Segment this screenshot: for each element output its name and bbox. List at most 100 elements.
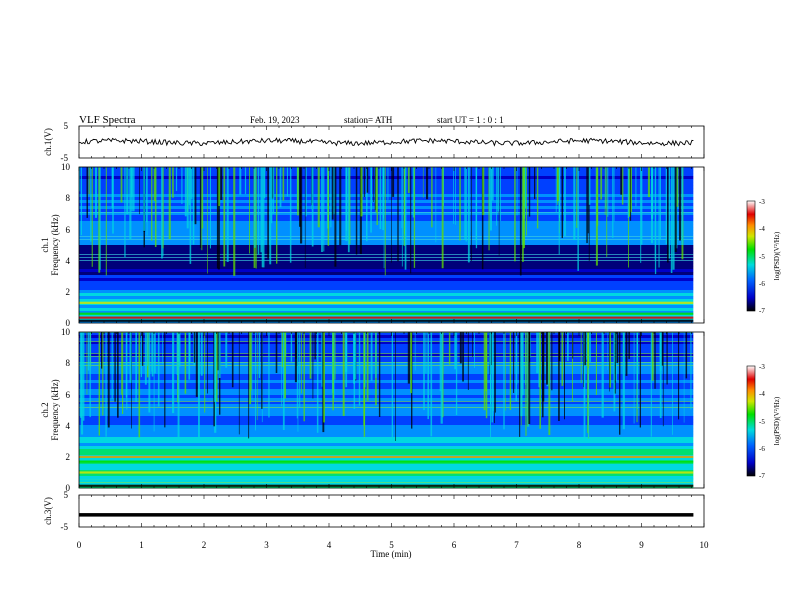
spectrogram-band — [79, 314, 694, 318]
spectrogram-band — [79, 287, 694, 291]
sferic-streak — [629, 167, 631, 217]
sferic-streak — [485, 332, 487, 392]
sferic-streak — [573, 167, 576, 241]
spectrogram-band — [79, 233, 694, 237]
sferic-streak — [489, 167, 490, 212]
sferic-streak — [105, 332, 107, 437]
sferic-streak — [609, 332, 610, 392]
spectrogram-line — [79, 260, 694, 261]
sferic-streak — [146, 167, 148, 236]
sferic-streak — [332, 332, 334, 411]
spectrogram-band — [79, 218, 694, 222]
sferic-streak — [651, 332, 654, 381]
sferic-streak — [572, 332, 573, 402]
sferic-streak — [494, 332, 495, 424]
sferic-streak — [666, 332, 668, 385]
ch2-colorbar-ticks: -3 -4 -5 -6 -7 — [759, 363, 765, 480]
sferic-streak — [659, 167, 661, 240]
spectrogram-band — [79, 248, 694, 252]
sferic-streak — [412, 167, 415, 218]
spectrogram-band — [79, 332, 694, 336]
ch1-colorbar-label: log(PSD)(V²/Hz) — [773, 231, 781, 280]
ch1-ytick-2: 2 — [66, 287, 71, 297]
sferic-streak — [330, 167, 332, 228]
sferic-streak — [269, 167, 272, 265]
sferic-streak — [525, 167, 527, 236]
spectrogram-band — [79, 479, 694, 483]
sferic-streak — [564, 167, 566, 237]
spectrogram-band — [79, 338, 694, 342]
ch1-spectrogram-ticks — [78, 167, 705, 323]
sferic-streak — [583, 332, 585, 400]
sferic-streak — [375, 332, 377, 378]
sferic-streak — [515, 332, 517, 402]
sferic-streak — [453, 167, 454, 224]
spectrogram-band — [79, 215, 694, 219]
sferic-streak — [153, 332, 155, 432]
sferic-streak — [151, 167, 153, 241]
spectrogram-band — [79, 200, 694, 204]
spectrogram-band — [79, 341, 694, 345]
sferic-streak — [685, 332, 688, 379]
spectrogram-band — [79, 377, 694, 381]
sferic-streak — [528, 167, 531, 217]
sferic-streak — [462, 332, 464, 382]
sferic-streak — [111, 167, 114, 208]
spectrogram-band — [79, 176, 694, 180]
sferic-streak — [129, 332, 132, 383]
sferic-streak — [525, 332, 526, 385]
sferic-streak — [489, 167, 492, 231]
sferic-streak — [181, 167, 183, 204]
spectrogram-band — [79, 254, 694, 258]
sferic-streak — [114, 332, 116, 402]
spectrogram-band — [79, 383, 694, 387]
sferic-streak — [427, 332, 429, 420]
sferic-streak — [162, 167, 164, 249]
spectrogram-band — [79, 410, 694, 414]
spectrogram-band — [79, 446, 694, 450]
spectrogram-band — [79, 380, 694, 384]
spectrogram-band — [79, 212, 694, 216]
sferic-streak — [401, 167, 403, 228]
sferic-streak — [536, 332, 539, 374]
spectrogram-band — [79, 170, 694, 174]
sferic-streak — [376, 167, 378, 225]
sferic-streak — [193, 332, 196, 363]
sferic-streak — [561, 332, 564, 386]
sferic-streak — [490, 332, 492, 366]
sferic-streak — [467, 167, 470, 263]
emission-line — [79, 312, 694, 315]
sferic-streak — [301, 332, 302, 394]
sferic-streak — [558, 332, 560, 421]
sferic-streak — [521, 332, 524, 396]
sferic-streak — [441, 167, 444, 269]
x-tick-label: 7 — [514, 540, 519, 550]
ch3-voltage-trace — [79, 513, 694, 517]
spectrogram-band — [79, 335, 694, 339]
sferic-streak — [595, 167, 598, 266]
spectrogram-band — [79, 374, 694, 378]
x-tick-label: 6 — [452, 540, 457, 550]
sferic-streak — [161, 167, 163, 259]
sferic-streak — [384, 167, 386, 276]
sferic-streak — [488, 332, 490, 365]
sferic-streak — [676, 167, 679, 207]
spectrogram-band — [79, 473, 694, 477]
sferic-streak — [314, 332, 316, 360]
sferic-streak — [425, 332, 427, 374]
sferic-streak — [90, 167, 92, 242]
sferic-streak — [435, 167, 437, 243]
spectrogram-band — [79, 167, 694, 171]
no-data-region — [693, 167, 704, 323]
ch1-voltage-ticks — [78, 126, 705, 158]
sferic-streak — [588, 167, 591, 205]
sferic-streak — [261, 167, 263, 268]
sferic-streak — [373, 167, 374, 203]
ylabel-line: ch.2 — [40, 402, 50, 417]
sferic-streak — [261, 332, 263, 409]
sferic-streak — [391, 332, 393, 440]
sferic-streak — [216, 332, 218, 402]
spectrogram-band — [79, 386, 694, 390]
sferic-streak — [658, 167, 660, 268]
